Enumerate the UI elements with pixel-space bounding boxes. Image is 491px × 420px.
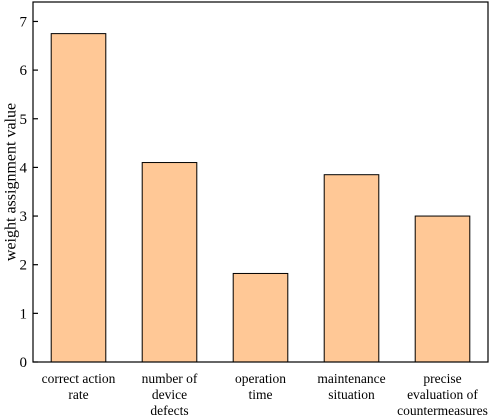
y-axis-title: weight assignment value — [3, 103, 20, 261]
x-axis-labels: correct action rate number of device defects… — [42, 371, 488, 418]
y-tick-label: 3 — [20, 209, 28, 225]
bar — [323, 174, 380, 363]
y-tick-label: 2 — [20, 258, 28, 274]
bar — [50, 33, 107, 363]
bar — [141, 162, 198, 363]
y-tick-label: 7 — [20, 14, 28, 30]
y-axis-ticks: 0 1 2 3 4 5 6 7 — [20, 14, 38, 371]
bar — [232, 272, 289, 363]
plot-frame — [32, 1, 489, 363]
y-tick-label: 0 — [20, 355, 28, 371]
x-tick-label: operation time — [235, 371, 286, 402]
x-tick-label: correct action rate — [42, 371, 116, 402]
x-tick-label: number of device defects — [142, 371, 198, 418]
y-tick-label: 1 — [20, 306, 28, 322]
y-tick-label: 6 — [20, 63, 28, 79]
y-tick-label: 4 — [20, 160, 28, 176]
bar — [414, 215, 471, 363]
x-tick-label: maintenance situation — [317, 371, 385, 402]
y-tick-label: 5 — [20, 112, 28, 128]
bars — [50, 33, 471, 363]
x-tick-label: precise evaluation of countermeasures — [397, 371, 488, 418]
